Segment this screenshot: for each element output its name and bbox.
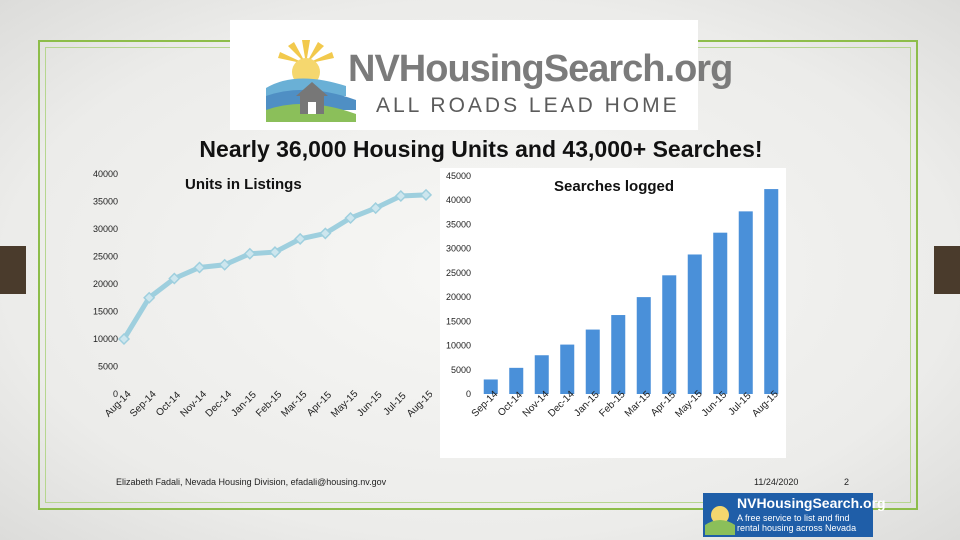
line-x-tick-label: Oct-14 — [154, 389, 183, 418]
line-x-tick-label: Jun-15 — [355, 389, 385, 419]
line-x-tick-label: Jan-15 — [229, 389, 259, 419]
page-number: 2 — [844, 477, 850, 487]
line-data-point — [117, 332, 131, 346]
line-data-point — [394, 189, 407, 203]
line-data-point — [268, 246, 282, 259]
searches-bar — [636, 297, 651, 394]
line-x-tick-label: Aug-14 — [103, 389, 134, 420]
line-y-tick-label: 10000 — [93, 334, 118, 344]
line-y-tick-label: 5000 — [98, 362, 118, 372]
line-data-point — [344, 211, 357, 225]
line-chart-title: Units in Listings — [185, 176, 302, 193]
slide-title: Nearly 36,000 Housing Units and 43,000+ … — [199, 136, 763, 162]
line-data-point — [243, 247, 256, 260]
line-y-tick-label: 40000 — [93, 169, 118, 179]
left-tab-decoration — [0, 246, 26, 294]
line-y-tick-label: 20000 — [93, 279, 118, 289]
line-x-tick-label: Jul-15 — [382, 390, 409, 417]
units-series-line — [121, 192, 427, 341]
bar-chart-title: Searches logged — [554, 178, 674, 195]
site-logo: NVHousingSearch.org ALL ROADS LEAD HOME — [230, 20, 733, 130]
line-data-point — [193, 261, 206, 274]
line-y-tick-label: 30000 — [93, 224, 118, 234]
searches-bar — [764, 189, 779, 394]
badge-subtitle: A free service to list and find rental h… — [737, 513, 857, 533]
line-x-tick-label: Feb-15 — [254, 389, 284, 419]
right-tab-decoration — [934, 246, 960, 294]
bar-y-tick-label: 25000 — [446, 268, 471, 278]
searches-bar — [509, 367, 524, 394]
line-data-point — [143, 291, 156, 304]
logo-tagline: ALL ROADS LEAD HOME — [376, 94, 680, 117]
bar-y-tick-label: 15000 — [446, 316, 471, 326]
searches-bar — [483, 379, 498, 394]
logo-wordmark: NVHousingSearch.org — [348, 48, 733, 90]
line-data-point — [319, 227, 332, 240]
bar-y-tick-label: 45000 — [446, 171, 471, 181]
sun-house-logo-icon — [266, 40, 356, 122]
footer-author: Elizabeth Fadali, Nevada Housing Divisio… — [116, 477, 387, 487]
badge-sun-icon — [705, 506, 735, 535]
line-x-tick-label: May-15 — [329, 388, 361, 420]
searches-bar — [585, 329, 600, 394]
line-x-tick-label: Aug-15 — [405, 389, 432, 420]
line-data-point — [294, 232, 307, 245]
bar-y-tick-label: 5000 — [451, 365, 471, 375]
bar-y-tick-label: 30000 — [446, 244, 471, 254]
badge-title: NVHousingSearch.org — [737, 495, 886, 511]
searches-bar — [713, 232, 728, 394]
bar-x-tick-label: Jul-15 — [726, 390, 753, 417]
line-y-tick-label: 25000 — [93, 252, 118, 262]
line-data-point — [369, 202, 382, 215]
line-data-point — [168, 272, 181, 285]
bar-y-tick-label: 35000 — [446, 219, 471, 229]
searches-bar — [534, 355, 549, 394]
searches-bar — [687, 254, 702, 394]
bar-y-tick-label: 40000 — [446, 195, 471, 205]
searches-bar — [662, 275, 677, 394]
line-x-tick-label: Mar-15 — [279, 389, 309, 419]
line-y-tick-label: 35000 — [93, 197, 118, 207]
line-x-tick-label: Dec-14 — [204, 389, 235, 420]
bar-y-tick-label: 0 — [466, 389, 471, 399]
bar-y-tick-label: 10000 — [446, 341, 471, 351]
searches-bar — [611, 315, 626, 394]
footer-badge-logo: NVHousingSearch.org A free service to li… — [703, 493, 886, 537]
line-x-tick-label: Nov-14 — [178, 389, 209, 420]
searches-bar — [560, 344, 575, 394]
footer-date: 11/24/2020 — [754, 477, 799, 487]
searches-bar — [738, 211, 753, 394]
units-line-chart: Units in Listings 0 5000 10000 15000 20000 25… — [93, 169, 432, 420]
searches-bar-chart: Searches logged 0 5000 10000 15000 20000 2500… — [440, 168, 786, 458]
line-data-point — [419, 188, 432, 201]
line-x-tick-label: Sep-14 — [128, 389, 159, 420]
line-y-tick-label: 0 — [113, 389, 118, 399]
line-y-tick-label: 15000 — [93, 307, 118, 317]
line-data-point — [218, 258, 231, 271]
bar-y-tick-label: 20000 — [446, 292, 471, 302]
